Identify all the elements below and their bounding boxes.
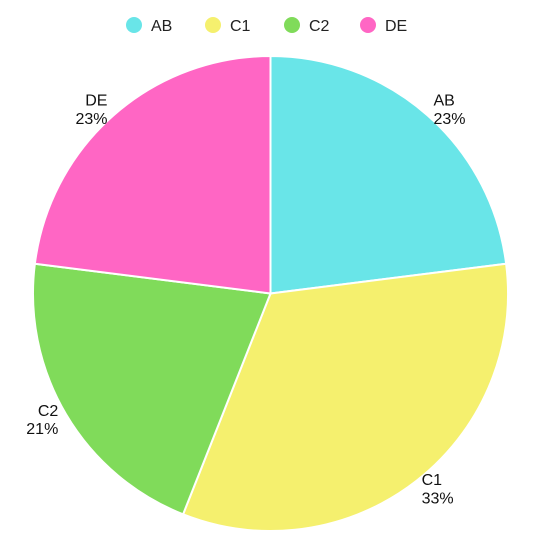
legend: AB C1 C2 DE: [126, 17, 407, 35]
pie-slice-de: [33, 54, 272, 295]
slice-label-c2: C2 21%: [26, 403, 58, 438]
slice-label-de: DE 23%: [75, 92, 107, 127]
legend-label-c1: C1: [230, 18, 251, 35]
pie-slice-c1: [181, 262, 509, 532]
pie-slices: [32, 54, 509, 532]
legend-label-c2: C2: [309, 18, 330, 35]
slice-labels: AB 23% C1 33% C2 21% DE 23%: [26, 92, 465, 507]
slice-label-ab: AB 23%: [434, 92, 466, 127]
legend-swatch-de: [360, 17, 376, 33]
slice-label-c1: C1 33%: [422, 472, 454, 507]
legend-item-c2: C2: [284, 17, 330, 35]
legend-item-de: DE: [360, 17, 407, 35]
legend-swatch-ab: [126, 17, 142, 33]
legend-swatch-c2: [284, 17, 300, 33]
legend-swatch-c1: [205, 17, 221, 33]
legend-item-ab: AB: [126, 17, 172, 35]
legend-item-c1: C1: [205, 17, 251, 35]
legend-label-de: DE: [385, 18, 407, 35]
pie-slice-c2: [32, 262, 272, 516]
legend-label-ab: AB: [151, 18, 172, 35]
pie-slice-ab: [269, 54, 508, 295]
